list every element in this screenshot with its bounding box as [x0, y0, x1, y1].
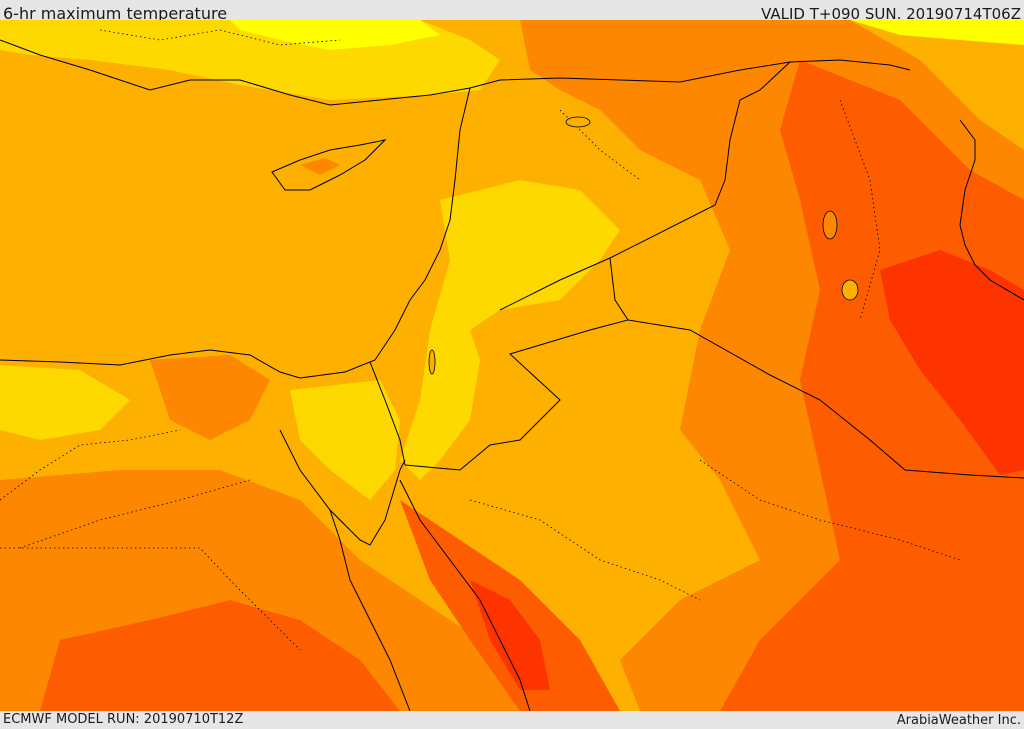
dotted-egypt-2	[19, 479, 251, 549]
coastline-persian-gulf	[959, 119, 1024, 301]
map-title: 6-hr maximum temperature	[3, 4, 228, 23]
field-delta-orange	[150, 355, 270, 440]
dotted-saudi-2	[699, 459, 961, 561]
field-egypt-yellow	[0, 365, 130, 440]
field-iraq-red	[880, 250, 1024, 475]
valid-time: VALID T+090 SUN. 20190714T06Z	[761, 5, 1021, 23]
dotted-turkey-1	[99, 29, 341, 46]
credit-text: ArabiaWeather Inc.	[896, 713, 1021, 728]
field-sudan-orange	[40, 600, 400, 711]
border-syria-jordan	[499, 257, 611, 311]
border-egypt-israel	[369, 361, 406, 466]
dotted-saudi-1	[469, 499, 701, 601]
model-run: ECMWF MODEL RUN: 20190710T12Z	[3, 712, 244, 727]
coastline-levant	[299, 87, 471, 379]
coastline-egypt	[0, 349, 301, 379]
lake-assad	[565, 116, 591, 128]
coastline-gulf-suez	[279, 429, 406, 546]
field-sinai-yellow	[290, 380, 400, 500]
field-north-bright-2	[850, 20, 1024, 45]
border-syria-iraq	[609, 61, 791, 259]
border-iraq-saudi	[627, 319, 1024, 479]
dotted-sudan-1	[0, 547, 301, 651]
cyprus-orange	[300, 158, 340, 175]
lake-razazah	[841, 279, 859, 301]
border-jordan-iraq-saudi	[404, 257, 629, 471]
temperature-map[interactable]	[0, 20, 1024, 711]
dead-sea	[428, 349, 436, 375]
lake-tharthar	[822, 210, 838, 240]
border-turkey-syria	[499, 59, 911, 83]
coastline-north	[0, 39, 501, 106]
field-levant-yellow	[400, 180, 620, 480]
coastline-redsea-east	[399, 479, 531, 711]
field-east-orange	[720, 60, 1024, 711]
field-redsea-red	[470, 580, 550, 690]
footer-bar	[0, 711, 1024, 729]
field-north-bright	[230, 20, 440, 50]
header-bar	[0, 0, 1024, 20]
coastline-redsea-west	[329, 509, 411, 711]
